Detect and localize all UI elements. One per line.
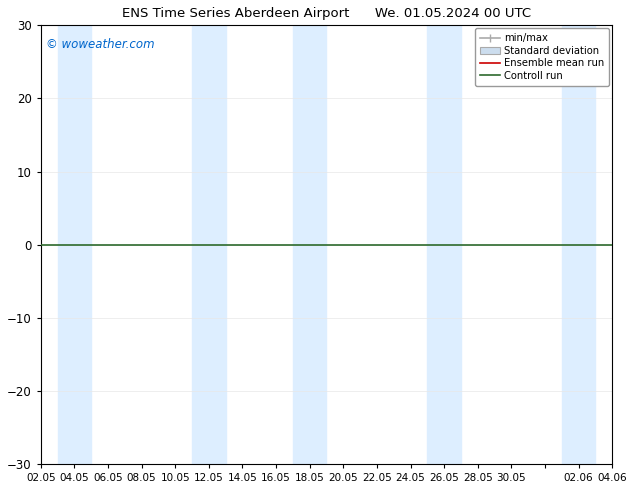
Title: ENS Time Series Aberdeen Airport      We. 01.05.2024 00 UTC: ENS Time Series Aberdeen Airport We. 01.… bbox=[122, 7, 531, 20]
Text: © woweather.com: © woweather.com bbox=[46, 38, 155, 51]
Bar bbox=[427, 25, 461, 464]
Bar bbox=[293, 25, 327, 464]
Bar bbox=[192, 25, 226, 464]
Bar bbox=[562, 25, 595, 464]
Bar bbox=[58, 25, 91, 464]
Legend: min/max, Standard deviation, Ensemble mean run, Controll run: min/max, Standard deviation, Ensemble me… bbox=[475, 28, 609, 86]
